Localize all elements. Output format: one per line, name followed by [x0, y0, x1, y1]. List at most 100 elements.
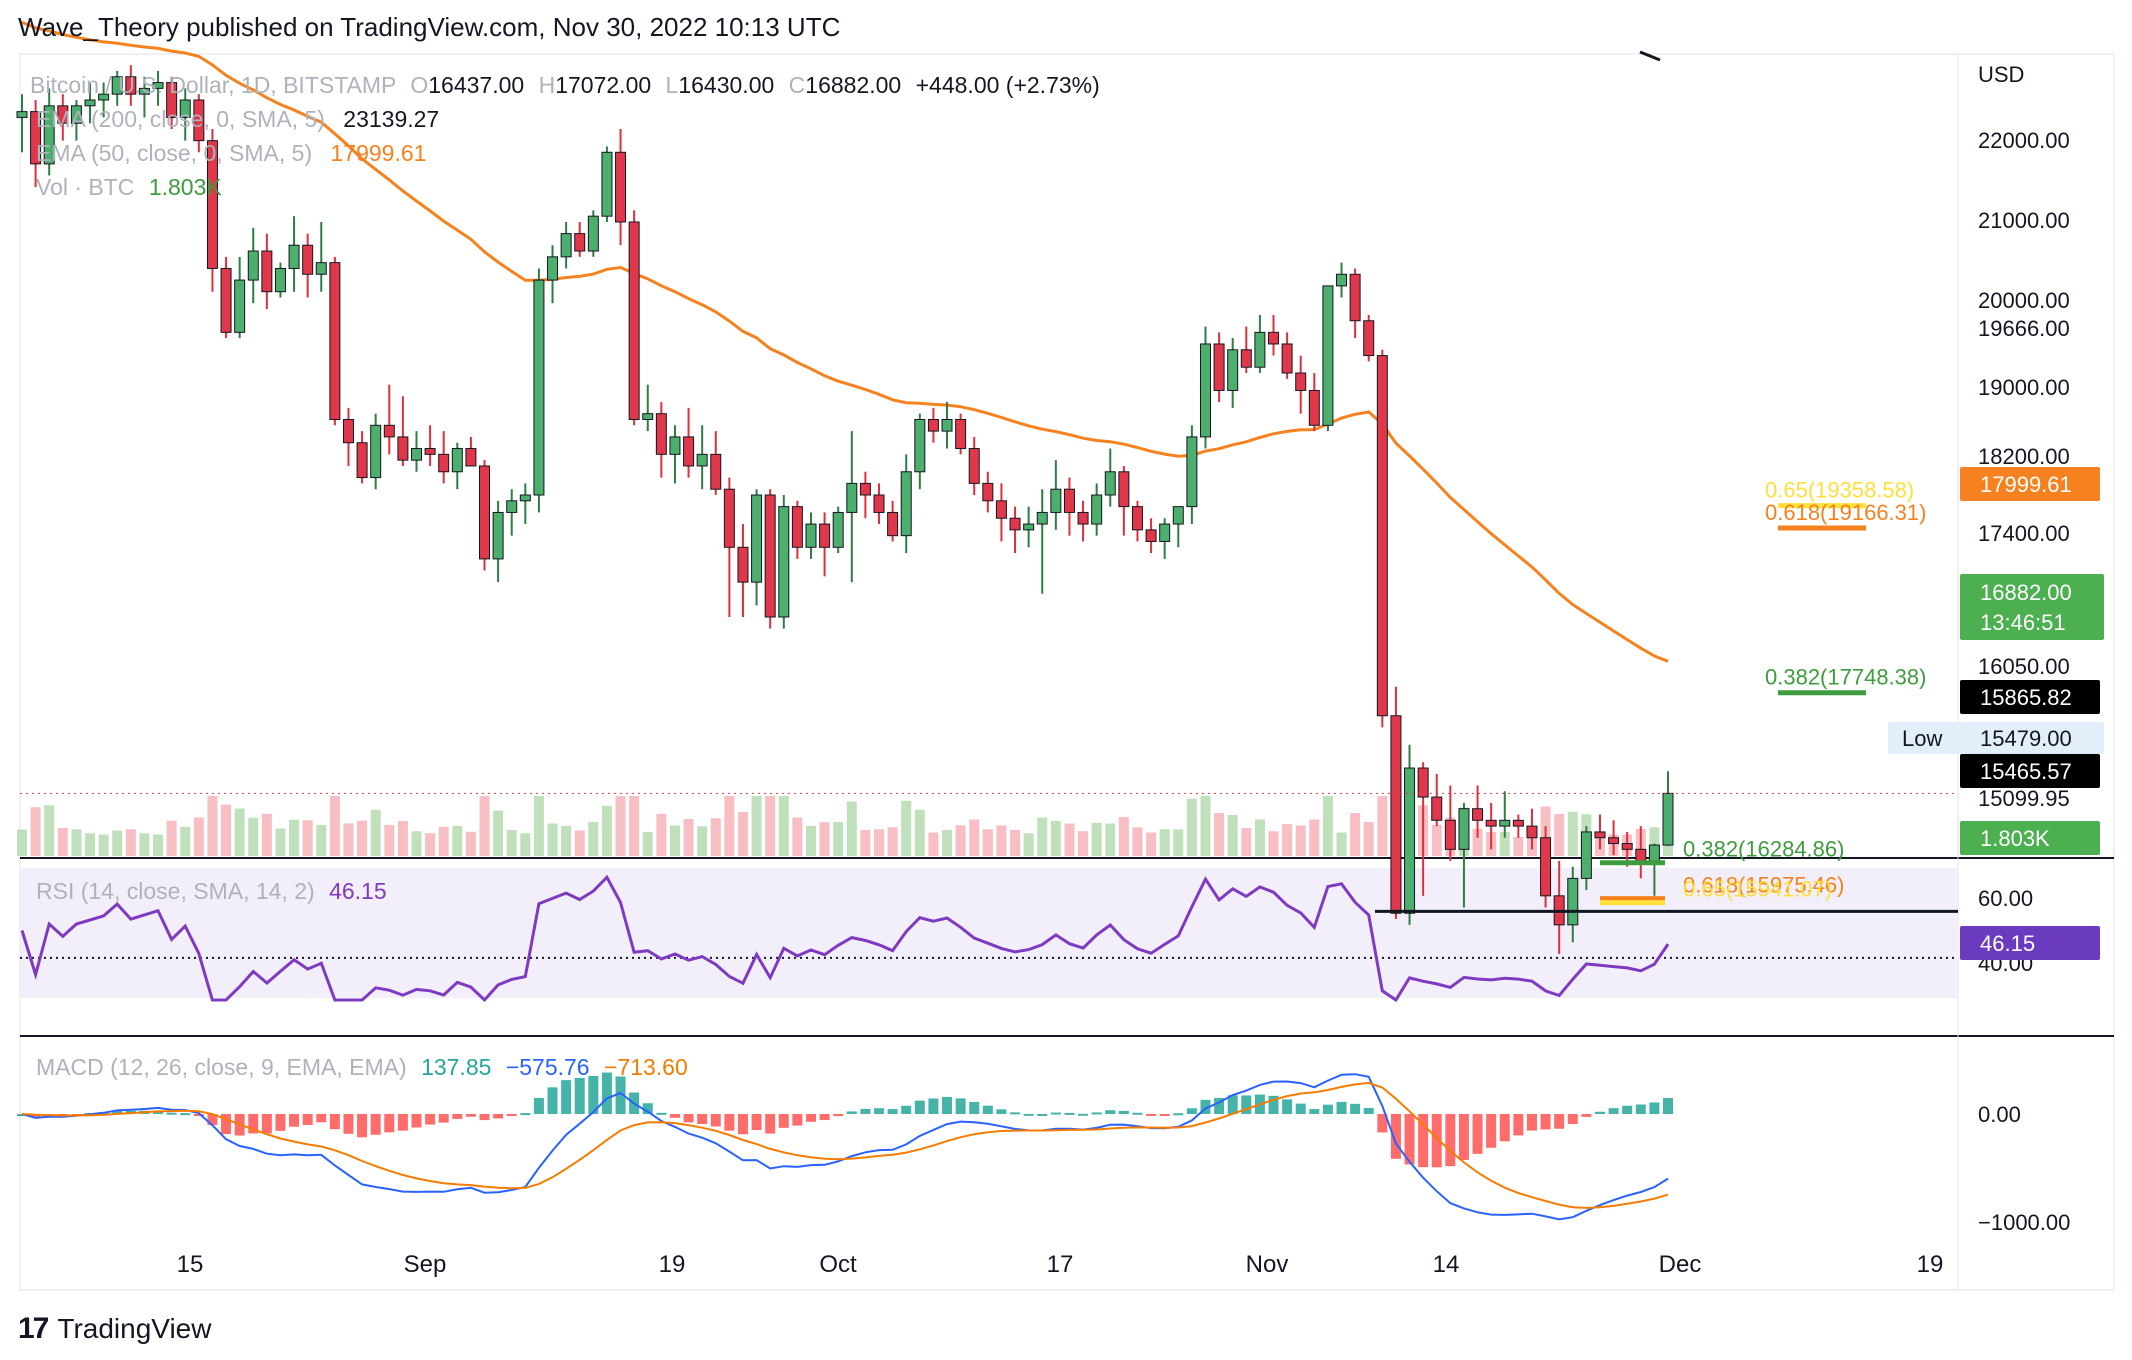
- volume-bar: [737, 812, 748, 856]
- candle-body: [1472, 808, 1484, 821]
- macd-histogram-bar: [1554, 1114, 1565, 1129]
- macd-histogram-bar: [914, 1100, 925, 1114]
- candle-body: [479, 465, 491, 560]
- macd-histogram-bar: [425, 1114, 436, 1125]
- macd-histogram-bar: [1458, 1114, 1469, 1160]
- macd-histogram-bar: [656, 1112, 667, 1115]
- macd-histogram-bar: [1309, 1109, 1320, 1114]
- macd-histogram-bar: [955, 1098, 966, 1114]
- rsi-value-tag: [1960, 926, 2100, 960]
- candle-body: [1268, 331, 1280, 345]
- macd-histogram-bar: [1268, 1095, 1279, 1114]
- volume-bar: [778, 796, 789, 856]
- candle-body: [642, 413, 654, 420]
- candle-body: [506, 500, 518, 513]
- low-price-tag: [1888, 722, 2104, 754]
- candle-body: [57, 105, 69, 124]
- candle-body: [1648, 844, 1660, 862]
- time-axis-label: 19: [659, 1251, 686, 1278]
- macd-histogram-bar: [969, 1101, 980, 1114]
- candle-body: [791, 506, 803, 548]
- price-axis-label: 19000.00: [1978, 375, 2070, 400]
- macd-histogram-bar: [588, 1075, 599, 1114]
- candle-body: [1240, 349, 1252, 368]
- low-line-tag-text: 15465.57: [1980, 759, 2072, 784]
- macd-histogram-bar: [1132, 1112, 1143, 1115]
- chart-frame: [19, 53, 2115, 1291]
- candle-body: [1404, 767, 1416, 914]
- macd-histogram-bar: [370, 1114, 381, 1135]
- volume-bar: [710, 818, 721, 856]
- candle-body: [533, 279, 545, 496]
- candle-body: [179, 99, 191, 118]
- rsi-value-tag-text: 46.15: [1980, 931, 2035, 956]
- candle-body: [519, 494, 531, 502]
- high-label: H: [538, 72, 556, 98]
- candle-body: [1091, 494, 1103, 525]
- volume-bar: [1513, 837, 1524, 856]
- candle-body: [1390, 715, 1402, 914]
- candle-body: [451, 448, 463, 473]
- candle-body: [1512, 819, 1524, 827]
- candle-body: [397, 436, 409, 461]
- volume-bar: [1363, 822, 1374, 856]
- macd-histogram-bar: [520, 1113, 531, 1116]
- macd-histogram-bar: [697, 1114, 708, 1125]
- macd-histogram-bar: [1418, 1114, 1429, 1168]
- volume-bar: [17, 829, 27, 856]
- candle-body: [1567, 877, 1579, 926]
- ema50-price-tag: [1960, 467, 2100, 501]
- candle-body: [370, 424, 382, 479]
- rsi-label: RSI (14, close, SMA, 14, 2): [36, 878, 315, 904]
- candle-body: [1594, 831, 1606, 839]
- candle-body: [1131, 506, 1143, 531]
- candle-body: [873, 494, 885, 513]
- candle-body: [410, 448, 422, 461]
- ema50-price-tag-text: 17999.61: [1980, 472, 2072, 497]
- macd-axis-label: −1000.00: [1978, 1210, 2070, 1235]
- rsi-line: [20, 874, 1670, 1003]
- volume-bar: [629, 796, 640, 856]
- volume-legend: Vol · BTC 1.803K: [36, 174, 222, 201]
- volume-bar: [1186, 798, 1197, 856]
- candle-body: [125, 76, 137, 95]
- volume-bar: [125, 829, 136, 856]
- macd-histogram-bar: [615, 1076, 626, 1114]
- macd-histogram-bar: [1091, 1112, 1102, 1115]
- macd-histogram-bar: [1105, 1110, 1116, 1114]
- candle-body: [927, 418, 939, 432]
- candle-body: [1063, 488, 1075, 513]
- volume-bar: [112, 830, 123, 856]
- close-value: 16882.00: [805, 72, 902, 98]
- macd-histogram-bar: [887, 1109, 898, 1114]
- low-value-text: 15479.00: [1980, 726, 2072, 751]
- candle-body: [1635, 848, 1647, 862]
- macd-legend: MACD (12, 26, close, 9, EMA, EMA) 137.85…: [36, 1054, 688, 1081]
- ema50-value: 17999.61: [330, 140, 427, 166]
- price-axis-label: 17400.00: [1978, 521, 2070, 546]
- candle-body: [438, 453, 450, 473]
- time-axis-label: Sep: [404, 1251, 447, 1278]
- volume-bar: [1173, 829, 1184, 856]
- macd-histogram-bar: [1581, 1114, 1592, 1117]
- symbol-label: Bitcoin / U.S. Dollar, 1D, BITSTAMP: [30, 72, 396, 98]
- macd-histogram-bar: [792, 1114, 803, 1126]
- time-axis-label: 19: [1917, 1251, 1944, 1278]
- volume-bar: [669, 825, 680, 856]
- volume-bar: [1336, 832, 1347, 856]
- macd-histogram-bar: [1404, 1114, 1415, 1165]
- candle-body: [1213, 343, 1225, 391]
- candle-body: [424, 448, 436, 455]
- volume-bar: [1200, 796, 1211, 856]
- tradingview-footer[interactable]: 17 TradingView: [18, 1312, 211, 1346]
- macd-hist-value: 137.85: [421, 1054, 492, 1080]
- macd-histogram-bar: [1336, 1101, 1347, 1114]
- rsi-band: [20, 868, 1958, 998]
- volume-bar: [329, 796, 340, 856]
- volume-bar: [234, 808, 245, 856]
- candle-body: [900, 471, 912, 537]
- volume-bar: [520, 833, 531, 856]
- volume-bar: [874, 829, 885, 856]
- price-axis-label: 19666.00: [1978, 316, 2070, 341]
